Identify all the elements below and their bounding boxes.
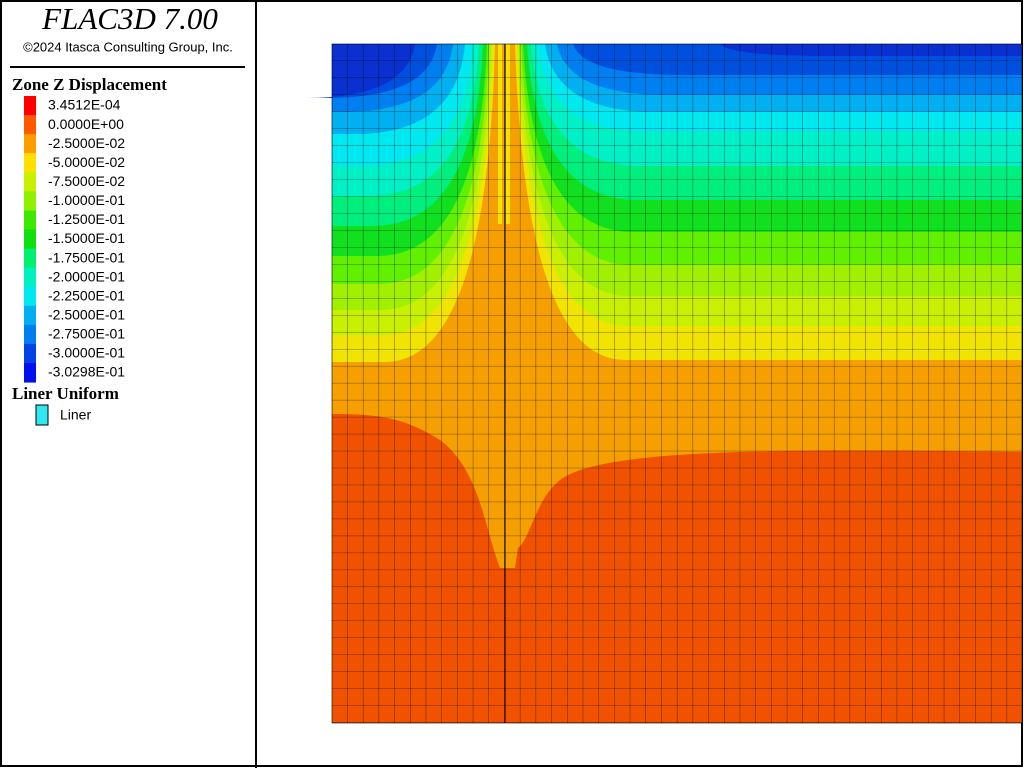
legend-swatch (24, 286, 36, 307)
legend-label: -2.7500E-01 (48, 326, 125, 342)
app-title: FLAC3D 7.00 (41, 1, 218, 36)
legend-swatch (24, 324, 36, 345)
legend-label: -2.0000E-01 (48, 268, 125, 284)
legend-swatch (24, 248, 36, 269)
legend-swatch (24, 153, 36, 173)
legend-label: -1.0000E-01 (48, 192, 125, 208)
legend-label: 3.4512E-04 (48, 97, 121, 113)
legend-title: Zone Z Displacement (12, 75, 167, 94)
legend-swatch (24, 210, 36, 231)
contour-plot (305, 43, 1023, 724)
legend-label: -2.2500E-01 (48, 287, 125, 303)
liner-title: Liner Uniform (12, 384, 119, 403)
legend-label: -2.5000E-01 (48, 306, 125, 322)
legend-label: -1.7500E-01 (48, 249, 125, 265)
legend-swatch (24, 343, 36, 364)
legend-swatch (24, 172, 36, 192)
legend-label: -1.2500E-01 (48, 211, 125, 227)
legend-label: 0.0000E+00 (48, 116, 124, 132)
liner-label: Liner (60, 407, 91, 423)
legend-swatch (24, 267, 36, 288)
legend-label: -3.0298E-01 (48, 364, 125, 380)
copyright: ©2024 Itasca Consulting Group, Inc. (23, 39, 233, 54)
legend-label: -5.0000E-02 (48, 154, 125, 170)
legend-swatch (24, 96, 36, 116)
legend-label: -1.5000E-01 (48, 230, 125, 246)
legend-swatch (24, 115, 36, 135)
liner-swatch (35, 404, 49, 426)
mesh (331, 43, 1023, 724)
legend: 3.4512E-04 0.0000E+00 -2.5000E-02 -5.0000E-… (24, 96, 125, 426)
legend-label: -3.0000E-01 (48, 345, 125, 361)
legend-swatch (24, 191, 36, 211)
legend-swatch (24, 362, 36, 383)
legend-swatch (24, 134, 36, 154)
legend-label: -2.5000E-02 (48, 135, 125, 151)
legend-swatch (24, 229, 36, 250)
legend-label: -7.5000E-02 (48, 173, 125, 189)
legend-swatch (24, 305, 36, 326)
